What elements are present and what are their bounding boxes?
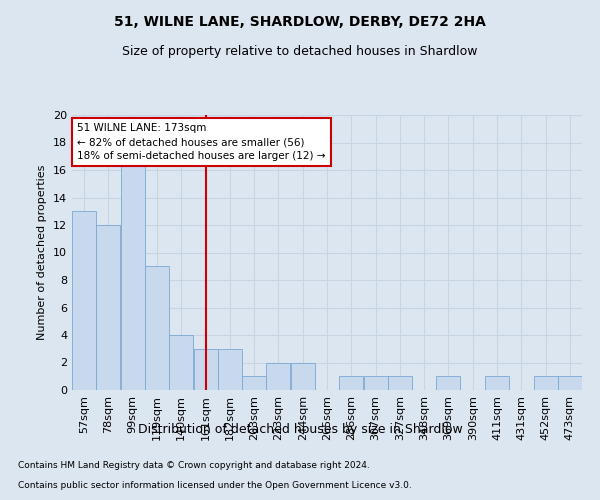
Text: Contains public sector information licensed under the Open Government Licence v3: Contains public sector information licen… <box>18 481 412 490</box>
Bar <box>340 376 363 390</box>
Bar <box>485 376 509 390</box>
Bar <box>533 376 557 390</box>
Text: Contains HM Land Registry data © Crown copyright and database right 2024.: Contains HM Land Registry data © Crown c… <box>18 461 370 470</box>
Bar <box>266 362 290 390</box>
Bar <box>242 376 266 390</box>
Text: 51, WILNE LANE, SHARDLOW, DERBY, DE72 2HA: 51, WILNE LANE, SHARDLOW, DERBY, DE72 2H… <box>114 15 486 29</box>
Bar <box>72 211 96 390</box>
Bar <box>97 225 121 390</box>
Bar <box>145 266 169 390</box>
Bar <box>218 349 242 390</box>
Bar <box>388 376 412 390</box>
Y-axis label: Number of detached properties: Number of detached properties <box>37 165 47 340</box>
Bar <box>436 376 460 390</box>
Bar <box>364 376 388 390</box>
Bar <box>291 362 314 390</box>
Bar <box>558 376 582 390</box>
Bar <box>121 156 145 390</box>
Text: Distribution of detached houses by size in Shardlow: Distribution of detached houses by size … <box>137 422 463 436</box>
Text: Size of property relative to detached houses in Shardlow: Size of property relative to detached ho… <box>122 45 478 58</box>
Bar <box>169 335 193 390</box>
Text: 51 WILNE LANE: 173sqm
← 82% of detached houses are smaller (56)
18% of semi-deta: 51 WILNE LANE: 173sqm ← 82% of detached … <box>77 123 326 161</box>
Bar <box>194 349 218 390</box>
